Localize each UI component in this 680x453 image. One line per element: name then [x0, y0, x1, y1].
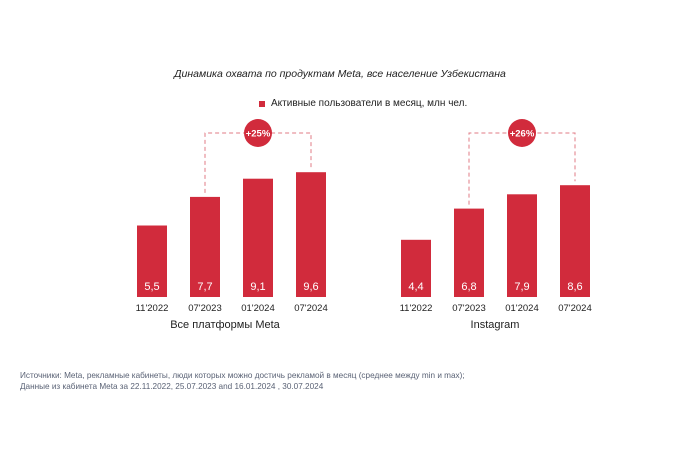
bar-0-0 — [137, 225, 167, 297]
value-label-0-0: 5,5 — [144, 281, 159, 293]
chart-title: Динамика охвата по продуктам Meta, все н… — [174, 68, 506, 80]
source-line-1: Источники: Meta, рекламные кабинеты, люд… — [20, 371, 465, 380]
tick-label-0-1: 07'2023 — [188, 303, 222, 314]
value-label-1-1: 6,8 — [461, 281, 476, 293]
legend-label: Активные пользователи в месяц, млн чел. — [271, 98, 468, 109]
bar-0-2 — [243, 178, 273, 297]
group-label-instagram: Instagram — [470, 319, 520, 331]
value-label-1-0: 4,4 — [408, 281, 423, 293]
tick-label-1-2: 01'2024 — [505, 303, 539, 314]
value-label-0-1: 7,7 — [197, 281, 212, 293]
growth-badge-text-0: +25% — [246, 129, 271, 140]
tick-label-0-0: 11'2022 — [136, 303, 169, 314]
legend: Активные пользователи в месяц, млн чел. — [259, 98, 467, 109]
group-label-meta: Все платформы Meta — [170, 319, 280, 331]
value-label-1-2: 7,9 — [514, 281, 529, 293]
bar-1-0 — [401, 239, 431, 297]
bar-0-1 — [190, 196, 220, 297]
value-label-0-3: 9,6 — [303, 281, 318, 293]
legend-swatch — [259, 100, 265, 107]
tick-label-1-1: 07'2023 — [452, 303, 486, 314]
bar-1-1 — [454, 208, 484, 297]
bar-0-3 — [296, 172, 326, 297]
tick-label-0-2: 01'2024 — [241, 303, 275, 314]
bar-1-2 — [507, 194, 537, 297]
growth-badge-text-1: +26% — [510, 129, 535, 140]
tick-label-1-0: 11'2022 — [400, 303, 433, 314]
growth-badge-0 — [244, 119, 272, 147]
growth-connector-1 — [468, 132, 576, 205]
bar-1-3 — [560, 185, 590, 297]
source-line-2: Данные из кабинета Meta за 22.11.2022, 2… — [20, 382, 324, 391]
tick-label-1-3: 07'2024 — [558, 303, 592, 314]
tick-label-0-3: 07'2024 — [294, 303, 328, 314]
value-label-1-3: 8,6 — [567, 281, 582, 293]
growth-badge-1 — [508, 119, 536, 147]
source-note: Источники: Meta, рекламные кабинеты, люд… — [20, 370, 465, 392]
value-label-0-2: 9,1 — [250, 281, 265, 293]
